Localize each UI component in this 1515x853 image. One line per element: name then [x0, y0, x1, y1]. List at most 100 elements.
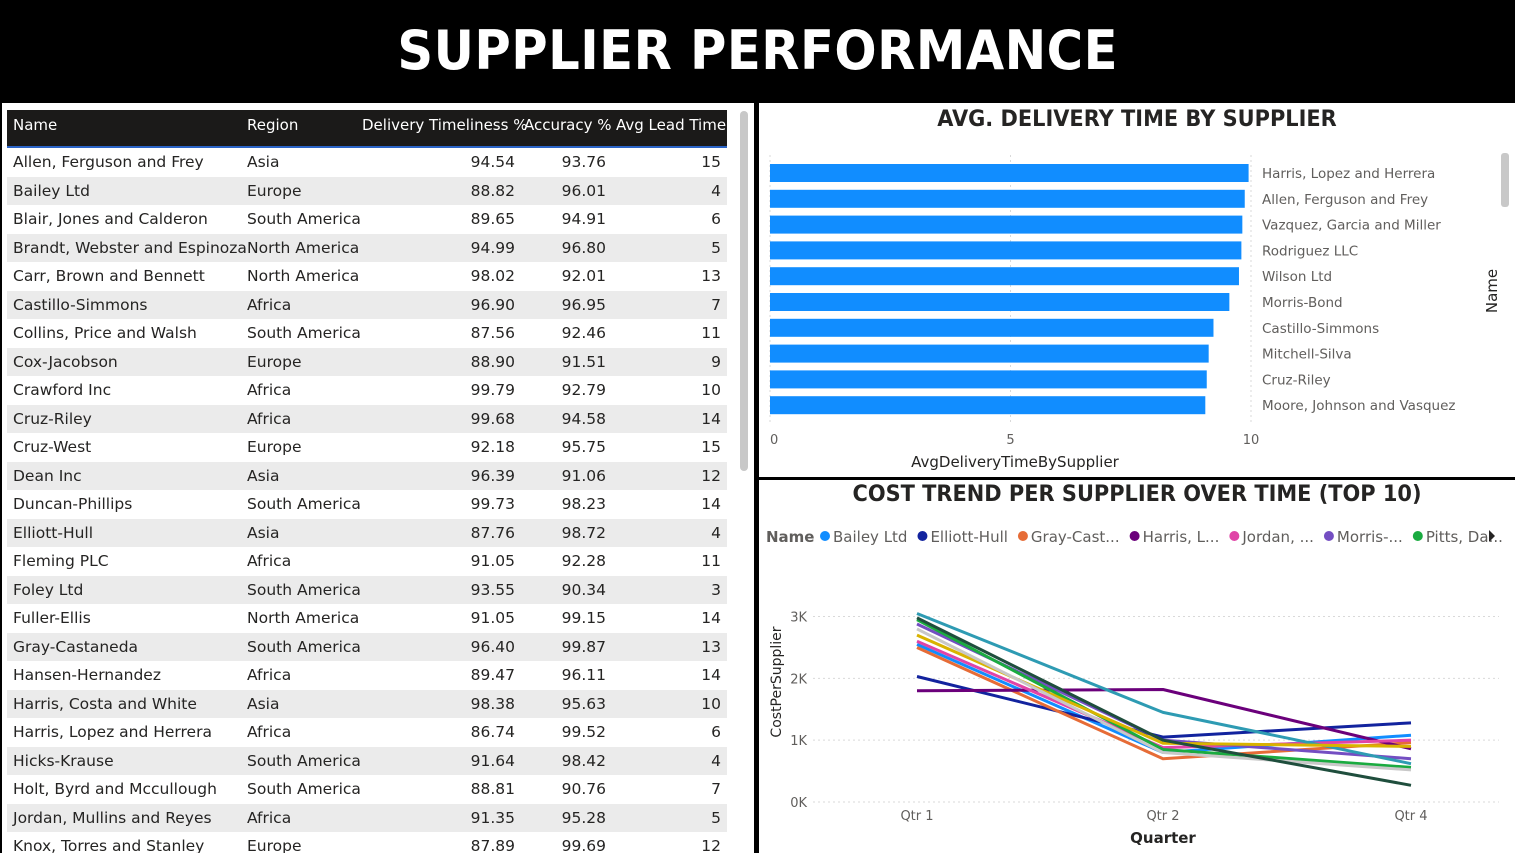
cell-accuracy: 96.95 — [561, 295, 606, 314]
cell-region: Europe — [247, 438, 302, 456]
cell-name: Cox-Jacobson — [13, 352, 118, 371]
y-tick-label: 2K — [790, 672, 807, 687]
cell-delivery-timeliness: 91.05 — [470, 552, 515, 570]
cell-name: Elliott-Hull — [13, 523, 94, 542]
cell-accuracy: 99.15 — [561, 609, 606, 627]
table-row[interactable]: Dean Inc Asia 96.39 91.06 12 — [7, 461, 727, 490]
bar — [770, 241, 1242, 260]
table-row[interactable]: Brandt, Webster and Espinoza North Americ… — [7, 233, 727, 262]
table-row[interactable]: Fleming PLC Africa 91.05 92.28 11 — [7, 547, 727, 576]
table-row[interactable]: Duncan-Phillips South America 99.73 98.23 14 — [7, 490, 727, 519]
cell-delivery-timeliness: 96.40 — [470, 637, 515, 656]
cell-delivery-timeliness: 92.18 — [470, 438, 515, 456]
line-chart: Name Bailey Ltd Elliott-Hull Gray-Cast... Ha… — [766, 528, 1503, 847]
cell-name: Fleming PLC — [13, 552, 109, 570]
column-header-avg-lead-time[interactable]: Avg Lead Time — [616, 116, 727, 134]
legend-marker — [1229, 531, 1240, 541]
cell-name: Blair, Jones and Calderon — [13, 210, 208, 228]
table-row[interactable]: Foley Ltd South America 93.55 90.34 3 — [7, 575, 727, 604]
cell-region: North America — [247, 609, 360, 627]
cell-name: Bailey Ltd — [13, 181, 90, 200]
table-row[interactable]: Blair, Jones and Calderon South America 89… — [7, 205, 727, 234]
table-row[interactable]: Cox-Jacobson Europe 88.90 91.51 9 — [7, 347, 727, 376]
table-row[interactable]: Gray-Castaneda South America 96.40 99.87 13 — [7, 632, 727, 661]
x-tick-label: 10 — [1243, 433, 1260, 448]
category-label: Harris, Lopez and Herrera — [1262, 166, 1435, 182]
table-row[interactable]: Hansen-Hernandez Africa 89.47 96.11 14 — [7, 661, 727, 690]
cell-delivery-timeliness: 87.76 — [470, 523, 515, 542]
cell-avg-lead-time: 12 — [701, 837, 721, 853]
cell-region: Africa — [247, 409, 292, 428]
table-row[interactable]: Holt, Byrd and Mccullough South America 88… — [7, 775, 727, 804]
cell-accuracy: 95.63 — [561, 694, 606, 713]
bar-chart-title: AVG. DELIVERY TIME BY SUPPLIER — [937, 107, 1337, 132]
table-row[interactable]: Allen, Ferguson and Frey Asia 94.54 93.76 15 — [7, 148, 727, 177]
table-body: Allen, Ferguson and Frey Asia 94.54 93.76 15… — [7, 148, 727, 853]
cell-avg-lead-time: 3 — [711, 580, 721, 599]
cell-avg-lead-time: 10 — [701, 381, 721, 399]
cell-delivery-timeliness: 93.55 — [470, 580, 515, 599]
cell-delivery-timeliness: 96.90 — [470, 295, 515, 314]
cell-accuracy: 93.76 — [561, 153, 606, 171]
cell-accuracy: 96.11 — [561, 666, 606, 684]
table-row[interactable]: Harris, Lopez and Herrera Africa 86.74 99.5… — [7, 718, 727, 747]
category-label: Castillo-Simmons — [1262, 321, 1379, 337]
column-header-region[interactable]: Region — [247, 116, 299, 134]
table-row[interactable]: Bailey Ltd Europe 88.82 96.01 4 — [7, 176, 727, 205]
cell-region: Africa — [247, 723, 292, 741]
category-label: Rodriguez LLC — [1262, 243, 1358, 259]
cell-accuracy: 94.58 — [561, 409, 606, 428]
column-header-delivery-timeliness[interactable]: Delivery Timeliness % — [362, 116, 528, 134]
cell-name: Holt, Byrd and Mccullough — [13, 780, 217, 798]
column-header-accuracy[interactable]: Accuracy % — [524, 116, 612, 134]
cell-avg-lead-time: 5 — [711, 238, 721, 257]
page-title: SUPPLIER PERFORMANCE — [397, 19, 1118, 82]
legend-item: Harris, L... — [1143, 528, 1220, 546]
cell-name: Castillo-Simmons — [13, 295, 148, 314]
cell-region: Africa — [247, 808, 292, 827]
bar — [770, 293, 1230, 311]
cell-delivery-timeliness: 91.35 — [470, 808, 515, 827]
cell-delivery-timeliness: 89.65 — [470, 210, 515, 228]
table-row[interactable]: Crawford Inc Africa 99.79 92.79 10 — [7, 376, 727, 405]
legend-title: Name — [766, 528, 814, 546]
cell-region: South America — [247, 210, 361, 228]
cell-name: Fuller-Ellis — [13, 609, 91, 627]
column-header-name[interactable]: Name — [13, 116, 58, 134]
series-line — [916, 675, 1412, 739]
cell-delivery-timeliness: 96.39 — [470, 466, 515, 485]
table-row[interactable]: Elliott-Hull Asia 87.76 98.72 4 — [7, 518, 727, 547]
legend-item: Morris-... — [1337, 528, 1403, 546]
y-tick-label: 0K — [790, 796, 807, 811]
table-row[interactable]: Fuller-Ellis North America 91.05 99.15 14 — [7, 604, 727, 633]
cell-avg-lead-time: 7 — [711, 295, 721, 314]
cell-region: Africa — [247, 295, 292, 314]
cell-accuracy: 98.72 — [561, 523, 606, 542]
table-scrollbar[interactable] — [740, 111, 748, 471]
cell-region: Asia — [247, 466, 280, 485]
table-row[interactable]: Collins, Price and Walsh South America 87.… — [7, 319, 727, 348]
cell-avg-lead-time: 15 — [701, 153, 721, 171]
cell-delivery-timeliness: 99.73 — [470, 495, 515, 513]
table-row[interactable]: Castillo-Simmons Africa 96.90 96.95 7 — [7, 290, 727, 319]
y-axis-title: CostPerSupplier — [769, 626, 785, 737]
cell-region: South America — [247, 780, 361, 798]
bar — [770, 189, 1245, 208]
category-label: Cruz-Riley — [1262, 372, 1331, 388]
cell-delivery-timeliness: 91.05 — [470, 609, 515, 627]
table-row[interactable]: Jordan, Mullins and Reyes Africa 91.35 95.2… — [7, 803, 727, 832]
x-tick-label: 0 — [770, 433, 778, 448]
table-row[interactable]: Harris, Costa and White Asia 98.38 95.63 10 — [7, 689, 727, 718]
table-row[interactable]: Cruz-West Europe 92.18 95.75 15 — [7, 433, 727, 462]
cell-region: South America — [247, 637, 361, 656]
cell-accuracy: 99.52 — [561, 723, 606, 741]
cell-avg-lead-time: 15 — [701, 438, 721, 456]
cell-region: South America — [247, 580, 361, 599]
table-row[interactable]: Hicks-Krause South America 91.64 98.42 4 — [7, 746, 727, 775]
cell-accuracy: 92.01 — [561, 267, 606, 285]
table-row[interactable]: Cruz-Riley Africa 99.68 94.58 14 — [7, 404, 727, 433]
cell-delivery-timeliness: 87.56 — [470, 324, 515, 342]
table-row[interactable]: Carr, Brown and Bennett North America 98.0… — [7, 262, 727, 291]
table-row[interactable]: Knox, Torres and Stanley Europe 87.89 99.69… — [7, 832, 727, 853]
bar — [770, 164, 1249, 182]
